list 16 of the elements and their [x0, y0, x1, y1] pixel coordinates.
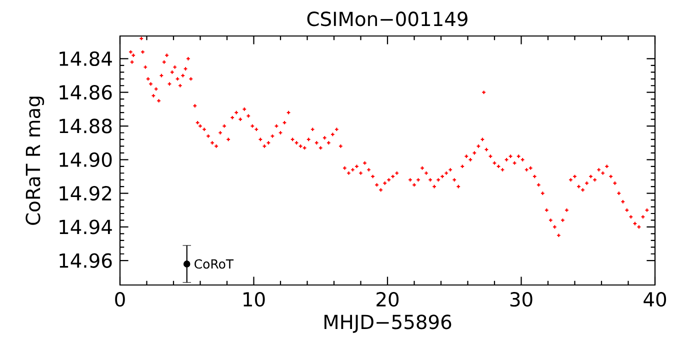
y-axis-title: CoRaT R mag [26, 96, 44, 225]
x-tick-label: 20 [376, 292, 399, 307]
y-tick-label: 14.86 [60, 85, 112, 100]
x-tick-label: 40 [644, 292, 666, 307]
y-tick-label: 14.88 [60, 118, 112, 134]
x-axis-title: MHJD−55896 [324, 314, 452, 333]
y-tick-label: 14.92 [60, 186, 112, 201]
x-tick-label: 0 [115, 292, 125, 307]
x-tick-label: 10 [244, 292, 265, 307]
chart-title: CSIMon−001149 [307, 12, 468, 26]
x-tick-label: 30 [510, 292, 532, 307]
series-label: CoRoT [194, 259, 234, 269]
y-tick-label: 14.90 [60, 152, 112, 167]
y-tick-label: 14.84 [60, 51, 112, 66]
y-tick-label: 14.96 [60, 253, 112, 268]
y-tick-label: 14.94 [60, 220, 112, 234]
